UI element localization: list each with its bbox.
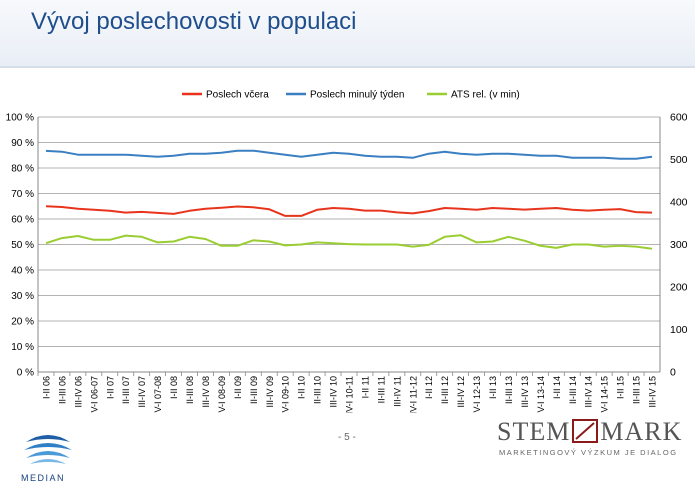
x-tick-label: I-II 14: [552, 376, 562, 399]
y-right-tick-label: 300: [670, 239, 688, 251]
page-title: Vývoj poslechovosti v populaci: [31, 8, 357, 35]
x-tick-label: IV-I 12-13: [472, 376, 482, 413]
chart: 0 % 10 % 20 % 30 % 40 % 50 % 60 % 70 % 80 % 90 % 1…: [6, 90, 688, 414]
series-line: [45, 234, 653, 250]
x-tick-label: I-II 12: [424, 376, 434, 399]
x-tick-label: I-II 10: [297, 376, 307, 399]
y-left-tick-label: 60 %: [11, 215, 34, 226]
median-logo-icon: [24, 435, 72, 464]
mark-text: MARK: [600, 417, 683, 446]
y-left-tick-label: 100 %: [6, 113, 34, 124]
x-tick-label: III-IV 14: [584, 376, 594, 408]
y-left-tick-label: 80 %: [11, 164, 34, 175]
x-tick-label: I-II 08: [169, 376, 179, 399]
x-tick-label: III-IV 06: [73, 376, 83, 408]
x-tick-label: IV-I 14-15: [600, 376, 610, 413]
legend-label: ATS rel. (v min): [451, 90, 520, 101]
x-tick-label: I-II 07: [105, 376, 115, 399]
stem-mark-logo: STEM MARK: [497, 417, 682, 447]
header-divider: [0, 66, 695, 68]
x-tick-label: III-IV 08: [201, 376, 211, 408]
x-tick-label: III-IV 10: [329, 376, 339, 408]
x-tick-label: III-IV 07: [137, 376, 147, 408]
stem-text: STEM: [497, 417, 571, 446]
x-tick-label: I-II 15: [616, 376, 626, 399]
y-right-tick-label: 200: [670, 282, 688, 294]
x-tick-label: IV-I 09-10: [281, 376, 291, 413]
x-tick-label: IV-I 11-12: [408, 376, 418, 413]
x-tick-label: III-IV 09: [265, 376, 275, 408]
x-tick-label: II-III 12: [440, 376, 450, 404]
x-tick-label: II-III 10: [313, 376, 323, 404]
stem-mark-emblem-icon: [572, 419, 599, 443]
y-right-tick-label: 400: [670, 197, 688, 209]
y-left-tick-label: 40 %: [11, 266, 34, 277]
y-left-tick-label: 0 %: [17, 368, 34, 379]
header-bar: Vývoj poslechovosti v populaci: [0, 0, 695, 66]
x-tick-label: II-III 13: [504, 376, 514, 404]
y-right-tick-label: 100: [670, 324, 688, 336]
y-right-tick-label: 600: [670, 112, 688, 124]
y-left-tick-label: 90 %: [11, 138, 34, 149]
x-tick-label: IV-I 07-08: [153, 376, 163, 413]
x-tick-label: II-III 14: [568, 376, 578, 404]
legend-label: Poslech včera: [206, 90, 269, 101]
x-tick-label: I-II 13: [488, 376, 498, 399]
series-line: [45, 149, 653, 160]
x-tick-label: II-III 07: [121, 376, 131, 404]
series-line: [45, 205, 653, 217]
x-tick-label: I-II 11: [360, 376, 370, 398]
x-tick-label: II-III 06: [57, 376, 67, 404]
x-tick-label: IV-I 13-14: [536, 376, 546, 413]
x-tick-label: III-IV 15: [648, 376, 658, 408]
y-left-tick-label: 20 %: [11, 317, 34, 328]
x-tick-label: III-IV 11: [392, 376, 402, 407]
y-left-tick-label: 70 %: [11, 189, 34, 200]
x-tick-label: III-IV 12: [456, 376, 466, 408]
stem-mark-subtitle: MARKETINGOVÝ VÝZKUM JE DIALOG: [499, 448, 678, 457]
x-tick-label: II-III 09: [249, 376, 259, 404]
x-tick-label: II-III 15: [632, 376, 642, 404]
x-tick-label: I-II 06: [41, 376, 51, 399]
x-tick-label: II-III 08: [185, 376, 195, 404]
x-tick-label: I-II 09: [233, 376, 243, 399]
x-tick-label: IV-I 08-09: [217, 376, 227, 413]
y-left-tick-label: 30 %: [11, 291, 34, 302]
median-brand: MEDIAN: [21, 473, 66, 483]
page-number: - 5 -: [338, 432, 356, 443]
x-tick-label: IV-I 10-11: [345, 376, 355, 413]
y-right-tick-label: 500: [670, 154, 688, 166]
y-right-tick-label: 0: [670, 367, 676, 379]
x-tick-label: III-IV 13: [520, 376, 530, 408]
legend-label: Poslech minulý týden: [310, 90, 405, 101]
x-tick-label: II-III 11: [376, 376, 386, 403]
x-tick-label: IV-I 06-07: [89, 376, 99, 413]
y-left-tick-label: 50 %: [11, 240, 34, 251]
y-left-tick-label: 10 %: [11, 342, 34, 353]
